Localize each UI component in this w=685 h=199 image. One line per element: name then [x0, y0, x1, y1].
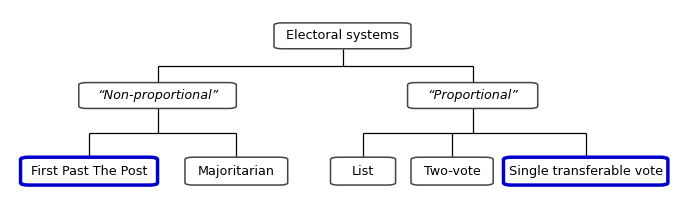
FancyBboxPatch shape [185, 157, 288, 185]
Text: First Past The Post: First Past The Post [31, 165, 147, 178]
FancyBboxPatch shape [408, 83, 538, 108]
Text: “Non-proportional”: “Non-proportional” [97, 89, 219, 102]
Text: Two-vote: Two-vote [424, 165, 480, 178]
FancyBboxPatch shape [411, 157, 493, 185]
Text: Electoral systems: Electoral systems [286, 29, 399, 42]
Text: “Proportional”: “Proportional” [427, 89, 518, 102]
Text: Majoritarian: Majoritarian [198, 165, 275, 178]
FancyBboxPatch shape [331, 157, 396, 185]
FancyBboxPatch shape [503, 157, 668, 185]
FancyBboxPatch shape [274, 23, 411, 49]
Text: List: List [352, 165, 374, 178]
FancyBboxPatch shape [21, 157, 158, 185]
FancyBboxPatch shape [79, 83, 236, 108]
Text: Single transferable vote: Single transferable vote [509, 165, 662, 178]
